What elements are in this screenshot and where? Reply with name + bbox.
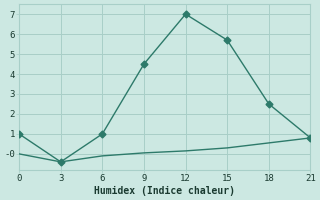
X-axis label: Humidex (Indice chaleur): Humidex (Indice chaleur) <box>94 186 235 196</box>
